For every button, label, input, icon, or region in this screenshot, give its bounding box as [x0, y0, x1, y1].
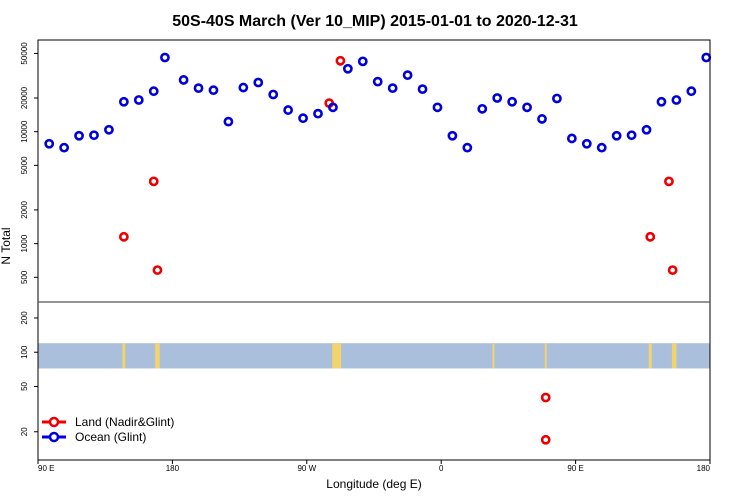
ocean-point [626, 130, 637, 141]
x-tick-label: 180 [697, 464, 711, 473]
y-top-tick-label: 10000 [20, 120, 29, 143]
y-top-tick-label: 2000 [20, 200, 29, 218]
land-strip [671, 343, 677, 369]
land-strip [648, 343, 652, 369]
ocean-point [193, 83, 204, 94]
ocean-band [38, 343, 710, 369]
ocean-point [581, 138, 592, 149]
y-top-tick-label: 5000 [20, 156, 29, 174]
y-axis-bottom: 20 50 100 200 [20, 311, 38, 436]
ocean-point [566, 133, 577, 144]
x-tick-label: 0 [439, 464, 444, 473]
ocean-point [342, 63, 353, 74]
y-bottom-tick-label: 200 [20, 311, 29, 325]
legend-land-marker [48, 416, 60, 428]
ocean-point [417, 84, 428, 95]
ocean-point [372, 76, 383, 87]
ocean-point [656, 96, 667, 107]
bottom-panel [38, 343, 710, 445]
ocean-point [596, 142, 607, 153]
ocean-point [701, 52, 712, 63]
ocean-point [74, 130, 84, 141]
legend: Land (Nadir&Glint) Ocean (Glint) [42, 415, 174, 444]
legend-ocean-label: Ocean (Glint) [75, 430, 146, 444]
ocean-point [507, 96, 518, 107]
ocean-point [238, 82, 249, 93]
ocean-point [298, 113, 308, 124]
land-point [645, 231, 656, 242]
ocean-point [148, 86, 159, 97]
y-bottom-tick-label: 50 [20, 381, 29, 390]
plot-frame [37, 39, 711, 461]
ocean-point [313, 108, 323, 119]
y-top-tick-label: 1000 [20, 234, 29, 252]
ocean-point [89, 130, 99, 141]
ocean-point [522, 102, 532, 113]
x-axis-title: Longitude (deg E) [326, 477, 421, 491]
land-strip [155, 343, 160, 369]
land-strip [332, 343, 342, 369]
ocean-point [686, 86, 697, 97]
ocean-point [537, 114, 547, 124]
ocean-point [611, 130, 622, 141]
ocean-point [432, 102, 443, 113]
chart-title: 50S-40S March (Ver 10_MIP) 2015-01-01 to… [172, 13, 578, 30]
land-point [118, 231, 129, 242]
top-panel [44, 52, 712, 275]
land-strip [544, 343, 547, 369]
ocean-point [223, 116, 234, 127]
ocean-point [208, 85, 219, 96]
ocean-point [328, 102, 338, 113]
ocean-point [387, 83, 398, 94]
y-top-tick-label: 500 [20, 270, 29, 284]
ocean-point [253, 77, 264, 88]
ocean-point [671, 95, 682, 105]
land-point [667, 265, 678, 275]
x-tick-label: 180 [166, 464, 180, 473]
ocean-point [477, 103, 488, 114]
ocean-point [268, 89, 279, 100]
land-strip [122, 343, 126, 369]
x-tick-label: 90 E [38, 464, 54, 473]
ocean-point [160, 52, 170, 63]
ocean-point [641, 124, 652, 135]
ocean-point [552, 93, 562, 104]
ocean-point [492, 93, 503, 103]
x-tick-label: 90 E [567, 464, 583, 473]
land-point [664, 176, 674, 187]
legend-land-label: Land (Nadir&Glint) [75, 415, 174, 429]
land-strip [492, 343, 495, 369]
legend-ocean-marker [48, 431, 60, 443]
land-point [540, 434, 551, 445]
y-top-tick-label: 50000 [20, 42, 29, 65]
ocean-point [462, 142, 473, 153]
ocean-point [104, 124, 114, 135]
ocean-point [402, 70, 413, 81]
y-top-tick-label: 20000 [20, 86, 29, 109]
y-axis-top: 500 1000 2000 5000 10000 20000 50000 [20, 42, 38, 284]
ocean-point [59, 142, 70, 153]
x-axis: 90 E 180 90 W 0 90 E 180 [37, 460, 711, 473]
ocean-point [133, 95, 144, 105]
ocean-point [447, 130, 458, 141]
ocean-point [283, 105, 294, 115]
ocean-point [44, 138, 55, 149]
ocean-point [118, 96, 129, 107]
x-tick-label: 90 W [297, 464, 316, 473]
land-point [335, 55, 346, 66]
y-bottom-tick-label: 100 [20, 345, 29, 359]
land-point [540, 392, 551, 403]
land-point [152, 265, 163, 275]
ocean-point [357, 56, 368, 67]
y-bottom-tick-label: 20 [20, 427, 29, 436]
land-point [148, 176, 159, 187]
y-axis-title: N Total [0, 227, 13, 264]
ocean-point [178, 75, 189, 85]
